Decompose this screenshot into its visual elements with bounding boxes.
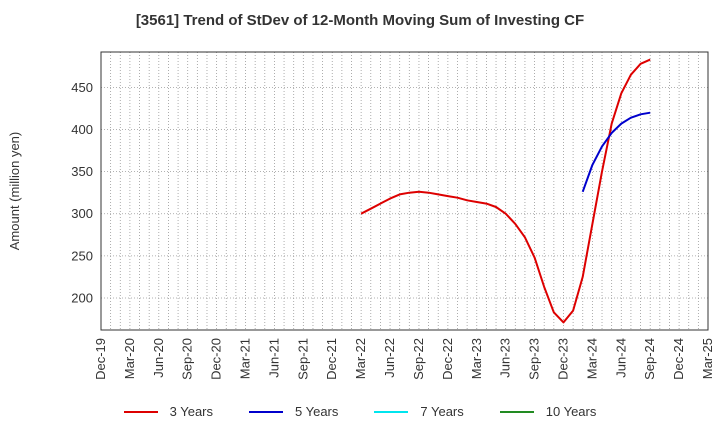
plot-area bbox=[101, 52, 708, 330]
y-tick-label: 400 bbox=[71, 122, 93, 137]
x-tick-label: Sep-22 bbox=[411, 338, 426, 380]
x-tick-label: Mar-20 bbox=[122, 338, 137, 379]
x-tick-label: Mar-25 bbox=[700, 338, 715, 379]
series-line-3-years bbox=[360, 58, 651, 324]
legend-label-3-years: 3 Years bbox=[169, 404, 213, 419]
legend-item-3-years: 3 Years bbox=[123, 404, 213, 419]
x-tick-label: Sep-24 bbox=[642, 338, 657, 380]
x-tick-label: Sep-23 bbox=[527, 338, 542, 380]
legend-label-10-years: 10 Years bbox=[545, 404, 597, 419]
y-tick-label: 200 bbox=[71, 290, 93, 305]
x-tick-label: Mar-22 bbox=[353, 338, 368, 379]
legend-item-10-years: 10 Years bbox=[499, 404, 597, 419]
x-tick-label: Dec-23 bbox=[555, 338, 570, 380]
legend-swatch-7-years bbox=[374, 410, 409, 413]
x-tick-label: Dec-19 bbox=[93, 338, 108, 380]
y-tick-label: 300 bbox=[71, 206, 93, 221]
y-tick-label: 350 bbox=[71, 164, 93, 179]
x-tick-label: Jun-20 bbox=[151, 338, 166, 378]
legend-swatch-5-years bbox=[249, 410, 283, 413]
legend-item-5-years: 5 Years bbox=[249, 404, 338, 419]
x-tick-label: Dec-21 bbox=[324, 338, 339, 380]
legend-swatch-3-years bbox=[123, 410, 158, 413]
x-tick-label: Jun-24 bbox=[613, 338, 628, 378]
legend-label-7-years: 7 Years bbox=[420, 404, 464, 419]
y-tick-label: 250 bbox=[71, 248, 93, 263]
y-tick-label: 450 bbox=[71, 80, 93, 95]
x-tick-label: Jun-23 bbox=[498, 338, 513, 378]
legend-item-7-years: 7 Years bbox=[374, 404, 464, 419]
plot-border bbox=[100, 51, 709, 331]
x-tick-label: Jun-22 bbox=[382, 338, 397, 378]
x-tick-label: Dec-24 bbox=[671, 338, 686, 380]
legend-label-5-years: 5 Years bbox=[295, 404, 339, 419]
x-tick-label: Jun-21 bbox=[266, 338, 281, 378]
x-tick-label: Dec-22 bbox=[440, 338, 455, 380]
chart-legend: 3 Years 5 Years 7 Years 10 Years bbox=[0, 404, 720, 419]
legend-swatch-10-years bbox=[499, 410, 534, 413]
y-axis-label: Amount (million yen) bbox=[7, 132, 22, 251]
x-tick-label: Sep-20 bbox=[180, 338, 195, 380]
series-line-5-years bbox=[581, 111, 651, 193]
x-tick-label: Mar-23 bbox=[469, 338, 484, 379]
x-tick-label: Sep-21 bbox=[295, 338, 310, 380]
x-tick-label: Mar-21 bbox=[238, 338, 253, 379]
chart-title: [3561] Trend of StDev of 12-Month Moving… bbox=[135, 12, 585, 29]
x-tick-label: Mar-24 bbox=[584, 338, 599, 379]
x-tick-label: Dec-20 bbox=[209, 338, 224, 380]
